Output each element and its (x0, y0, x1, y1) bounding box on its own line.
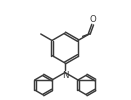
Text: N: N (62, 72, 68, 80)
Text: O: O (89, 15, 96, 24)
